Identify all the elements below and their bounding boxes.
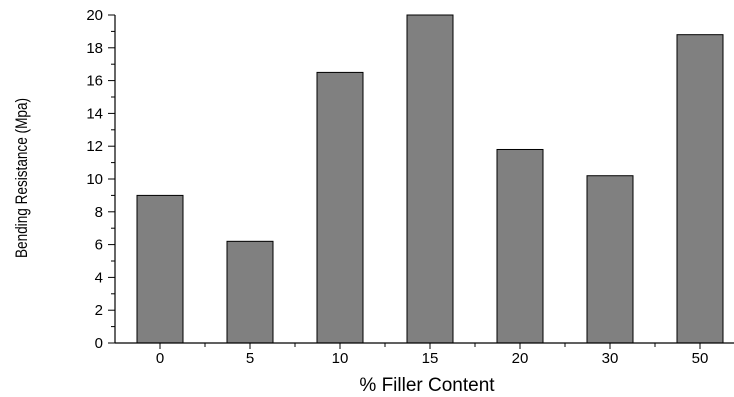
bar-30	[586, 175, 634, 344]
y-tick-label-4: 4	[95, 269, 103, 286]
bars-layer	[136, 14, 724, 344]
y-tick-label-14: 14	[86, 105, 103, 122]
bar-15	[406, 14, 454, 344]
x-axis: 0 5 10 15 20 30 50	[156, 343, 709, 367]
y-axis-title: Bending Resistance (Mpa)	[13, 98, 32, 258]
x-tick-label-5: 5	[246, 350, 254, 367]
x-tick-label-20: 20	[512, 350, 529, 367]
y-tick-label-10: 10	[86, 171, 103, 188]
x-axis-title: % Filler Content	[359, 375, 495, 396]
y-tick-label-6: 6	[95, 237, 103, 254]
bar-10	[316, 71, 364, 344]
bar-50	[676, 34, 724, 344]
bar-5	[226, 240, 274, 344]
x-tick-label-50: 50	[692, 350, 709, 367]
y-tick-label-18: 18	[86, 40, 103, 57]
x-tick-label-10: 10	[332, 350, 349, 367]
y-axis: 0 2 4 6 8 10 12 14 16 18 20	[86, 7, 115, 352]
y-tick-label-12: 12	[86, 138, 103, 155]
y-tick-label-0: 0	[95, 335, 103, 352]
y-tick-label-8: 8	[95, 204, 103, 221]
x-tick-label-30: 30	[602, 350, 619, 367]
x-tick-label-0: 0	[156, 350, 164, 367]
y-tick-label-20: 20	[86, 7, 103, 24]
bar-0	[136, 194, 184, 344]
y-tick-label-16: 16	[86, 73, 103, 90]
bar-20	[496, 148, 544, 344]
x-tick-label-15: 15	[422, 350, 439, 367]
y-tick-label-2: 2	[95, 302, 103, 319]
